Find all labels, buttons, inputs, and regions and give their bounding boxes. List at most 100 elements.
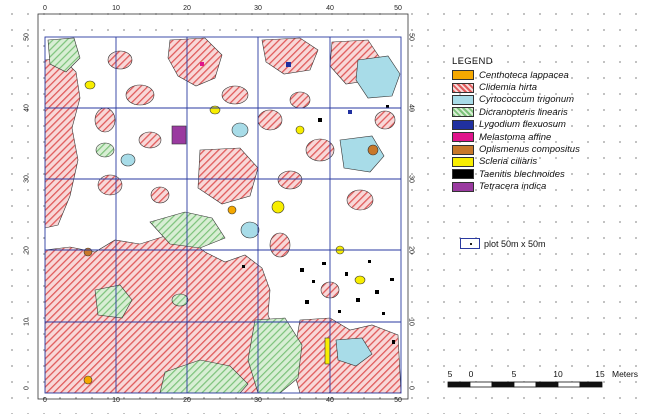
legend: LEGEND Centhoteca lappacea Clidemia hirt… xyxy=(452,56,642,193)
patch-taenitis xyxy=(345,272,348,276)
patch-small xyxy=(150,186,170,204)
x-tick-top: 10 xyxy=(112,5,120,12)
patch-small xyxy=(221,85,249,105)
patch-taenitis xyxy=(386,105,389,108)
patch-dicranopteris-southwest xyxy=(159,359,249,393)
legend-label: Cyrtococcum trigonum xyxy=(479,94,575,106)
patch-tetracera xyxy=(171,125,187,145)
patch-oplismenus xyxy=(83,247,93,257)
legend-item-melastoma: Melastoma affine xyxy=(452,131,642,143)
patch-oplismenus xyxy=(367,144,379,156)
patch-clidemia-northeast xyxy=(261,37,319,75)
patch-clidemia-north xyxy=(167,37,223,87)
patch-taenitis xyxy=(312,280,315,283)
patch-small xyxy=(374,110,396,130)
patch-lygodium xyxy=(348,110,352,114)
patch-small xyxy=(107,50,133,70)
y-tick-right: 0 xyxy=(407,386,415,390)
patch-small xyxy=(305,138,335,162)
legend-item-scleria: Scleria ciliaris xyxy=(452,156,642,168)
y-tick-right: 40 xyxy=(407,104,415,112)
patch-scleria xyxy=(354,275,366,285)
x-tick-bottom: 20 xyxy=(183,397,191,404)
y-tick-right: 10 xyxy=(407,318,415,326)
scale-label: 15 xyxy=(595,369,605,379)
y-tick-left: 20 xyxy=(23,246,31,254)
legend-item-taenitis: Taenitis blechnoides xyxy=(452,168,642,180)
patch-taenitis xyxy=(305,300,309,304)
patch-centhoteca xyxy=(83,375,93,385)
plot-size-key: plot 50m x 50m xyxy=(460,238,546,249)
x-tick-bottom: 10 xyxy=(112,397,120,404)
legend-swatch-solid xyxy=(452,181,474,192)
legend-title: LEGEND xyxy=(452,56,493,67)
x-tick-bottom: 40 xyxy=(326,397,334,404)
x-tick-bottom: 30 xyxy=(254,397,262,404)
legend-swatch-hatched-green xyxy=(452,107,474,118)
y-tick-left: 30 xyxy=(23,175,31,183)
legend-item-cyrtococcum: Cyrtococcum trigonum xyxy=(452,94,642,106)
patch-taenitis xyxy=(375,290,379,294)
x-tick-top: 50 xyxy=(394,5,402,12)
patch-dicranopteris-south xyxy=(247,317,303,393)
legend-label: Oplismenus compositus xyxy=(479,144,580,156)
patch-taenitis xyxy=(368,260,371,263)
scale-label: 5 xyxy=(447,369,453,379)
legend-swatch-solid xyxy=(452,119,474,130)
patch-dicranopteris-central xyxy=(149,211,226,249)
x-tick-top: 20 xyxy=(183,5,191,12)
patch-taenitis xyxy=(322,262,326,265)
plot-key-label: plot 50m x 50m xyxy=(484,238,546,249)
patch-small xyxy=(257,109,283,131)
patch-taenitis xyxy=(356,298,360,302)
patch-centhoteca xyxy=(227,205,237,215)
plot-key-swatch xyxy=(460,238,480,249)
legend-swatch-solid xyxy=(452,94,474,105)
patch-small xyxy=(125,84,155,106)
patch-scleria xyxy=(84,80,96,90)
patch-taenitis xyxy=(242,265,245,268)
patch-small xyxy=(120,153,136,167)
y-tick-left: 50 xyxy=(23,33,31,41)
x-tick-top: 40 xyxy=(326,5,334,12)
legend-label: Taenitis blechnoides xyxy=(479,168,565,180)
vegetation-patches xyxy=(45,37,401,393)
patch-small xyxy=(269,232,291,258)
patch-small xyxy=(277,170,303,190)
y-tick-right: 20 xyxy=(407,246,415,254)
patch-small xyxy=(171,293,189,307)
patch-taenitis xyxy=(318,118,322,122)
patch-small xyxy=(231,122,249,138)
legend-item-tetracera: Tetracera indica xyxy=(452,181,642,193)
x-tick-top: 30 xyxy=(254,5,262,12)
legend-label: Dicranopteris linearis xyxy=(479,106,568,118)
patch-taenitis xyxy=(392,340,395,344)
legend-item-centhoteca: Centhoteca lappacea xyxy=(452,69,642,81)
legend-label: Tetracera indica xyxy=(479,181,547,193)
plot-grid xyxy=(44,36,402,394)
patch-cyrtococcum-southeast xyxy=(335,337,373,367)
patch-small xyxy=(95,142,115,158)
legend-label: Lygodium flexuosum xyxy=(479,119,566,131)
y-tick-right: 30 xyxy=(407,175,415,183)
patch-taenitis xyxy=(382,312,385,315)
legend-swatch-solid xyxy=(452,169,474,180)
patch-scleria xyxy=(209,105,221,115)
x-tick-bottom: 0 xyxy=(43,397,47,404)
legend-label: Clidemia hirta xyxy=(479,82,538,94)
y-tick-left: 10 xyxy=(23,318,31,326)
patch-scleria xyxy=(271,200,285,214)
legend-item-dicranopteris: Dicranopteris linearis xyxy=(452,106,642,118)
legend-item-lygodium: Lygodium flexuosum xyxy=(452,119,642,131)
patch-taenitis xyxy=(338,310,341,313)
patch-dicranopteris-northwest xyxy=(47,37,81,73)
y-tick-left: 0 xyxy=(23,386,31,390)
map-outer-frame xyxy=(37,13,409,400)
x-tick-top: 0 xyxy=(43,5,47,12)
scale-unit: Meters xyxy=(612,369,638,379)
patch-clidemia-south xyxy=(45,235,279,393)
patch-small xyxy=(138,131,162,149)
scale-label: 10 xyxy=(553,369,563,379)
scale-label: 5 xyxy=(511,369,517,379)
patch-scleria xyxy=(295,125,305,135)
